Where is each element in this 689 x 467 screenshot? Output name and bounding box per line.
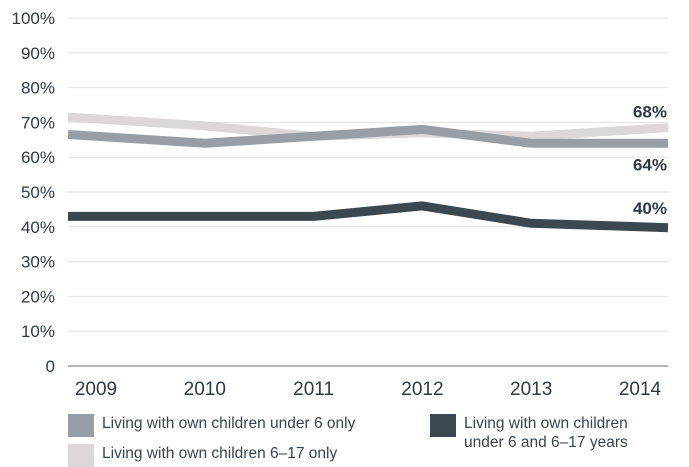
x-tick-label: 2011: [293, 379, 334, 400]
line-chart: 0 10% 20% 30% 40% 50% 60% 70% 80% 90% 100% 68% 64% 4…: [12, 9, 669, 400]
y-axis-ticks: 0 10% 20% 30% 40% 50% 60% 70% 80% 90% 100%: [12, 9, 55, 376]
data-label: 40%: [633, 199, 667, 218]
series-line: [67, 124, 668, 148]
y-tick-label: 50%: [21, 183, 55, 202]
legend-label: Living with own children 6–17 only: [102, 445, 338, 462]
end-labels: 68% 64% 40%: [633, 102, 667, 217]
legend-swatch: [68, 414, 94, 437]
x-tick-label: 2009: [75, 379, 117, 400]
legend-item-under-6: Living with own children under 6 only: [68, 414, 355, 437]
x-tick-label: 2012: [401, 379, 443, 400]
series-lines: [67, 112, 669, 233]
y-tick-label: 0: [46, 357, 55, 376]
y-tick-label: 30%: [21, 253, 55, 272]
y-tick-label: 10%: [21, 322, 55, 341]
data-label: 68%: [633, 102, 667, 121]
legend-label: Living with own children under 6 and 6–1…: [464, 415, 628, 451]
x-axis-ticks: 2009 2010 2011 2012 2013 2014: [75, 379, 662, 400]
data-label: 64%: [633, 155, 667, 174]
legend: Living with own children under 6 only Li…: [68, 412, 668, 467]
y-tick-label: 40%: [21, 218, 55, 237]
x-tick-label: 2010: [184, 379, 226, 400]
legend-swatch: [68, 444, 94, 467]
y-tick-label: 20%: [21, 287, 55, 306]
gridlines: [68, 17, 668, 367]
y-tick-label: 70%: [21, 113, 55, 132]
series-line: [68, 201, 669, 233]
legend-label: Living with own children under 6 only: [102, 415, 356, 432]
legend-item-6-17: Living with own children 6–17 only: [68, 444, 337, 467]
legend-swatch: [430, 414, 456, 437]
y-tick-label: 80%: [21, 79, 55, 98]
y-tick-label: 100%: [12, 9, 55, 28]
legend-item-both: Living with own children under 6 and 6–1…: [430, 414, 628, 452]
y-tick-label: 90%: [21, 44, 55, 63]
y-tick-label: 60%: [21, 148, 55, 167]
x-tick-label: 2014: [619, 379, 662, 400]
x-tick-label: 2013: [510, 379, 552, 400]
